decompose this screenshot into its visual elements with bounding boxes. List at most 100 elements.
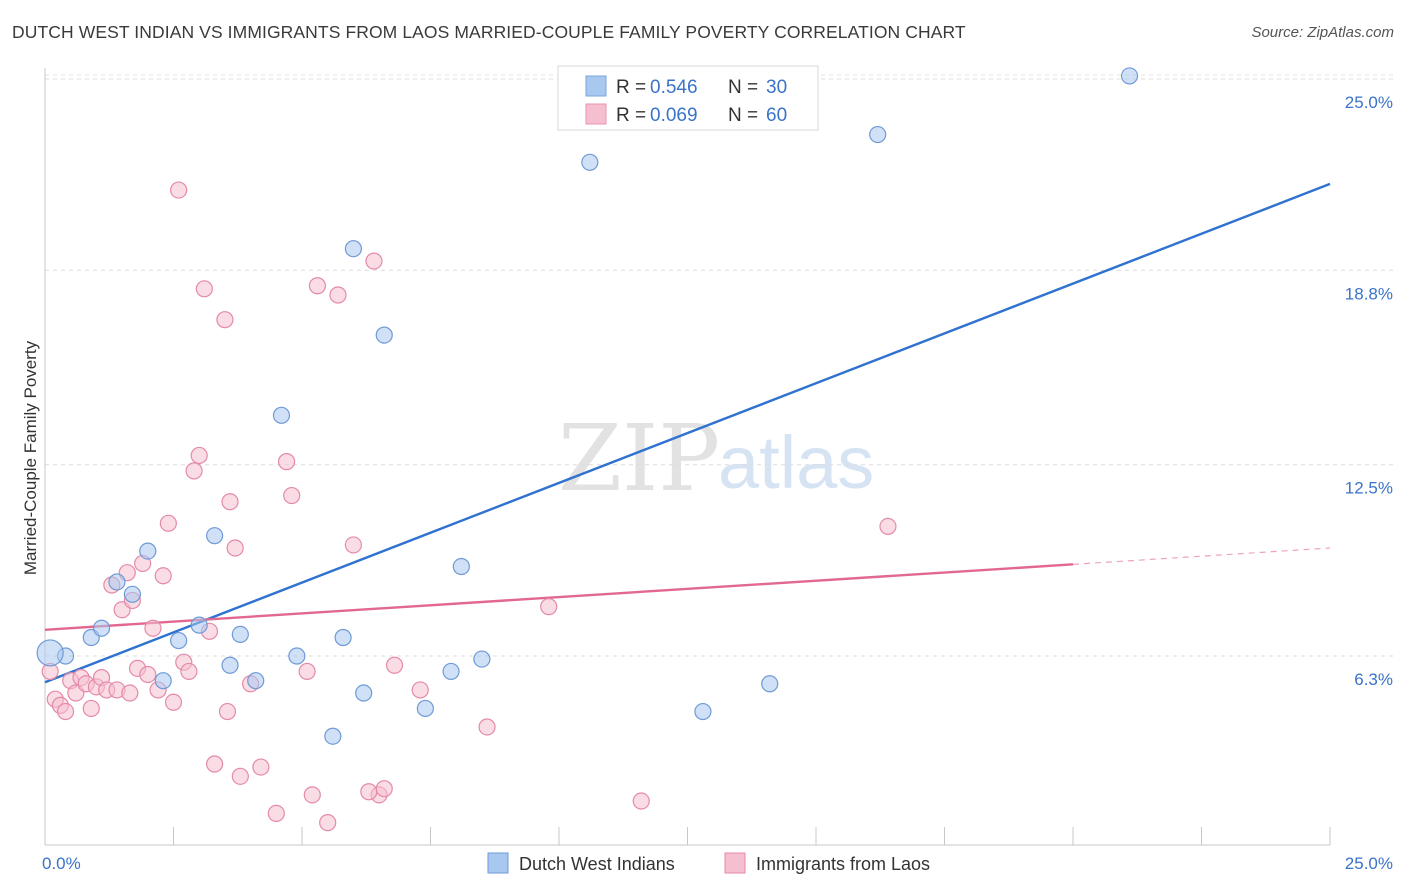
- point-immigrants-from-laos: [216, 311, 234, 329]
- point-dutch-west-indians: [344, 240, 362, 258]
- point-immigrants-from-laos: [283, 486, 301, 505]
- x-tick-label: 0.0%: [42, 854, 81, 873]
- legend-n-label: N =: [728, 105, 758, 126]
- trend-line-extension: [1072, 547, 1331, 565]
- point-dutch-west-indians: [206, 527, 224, 545]
- point-immigrants-from-laos: [344, 536, 362, 554]
- y-tick-label: 12.5%: [1345, 479, 1393, 498]
- point-dutch-west-indians: [581, 153, 599, 171]
- x-tick-label: 25.0%: [1345, 854, 1393, 873]
- point-dutch-west-indians: [355, 684, 373, 702]
- point-immigrants-from-laos: [164, 693, 183, 711]
- bottom-legend-label: Dutch West Indians: [519, 854, 675, 874]
- point-immigrants-from-laos: [478, 718, 496, 736]
- point-dutch-west-indians: [375, 326, 393, 344]
- point-immigrants-from-laos: [308, 277, 327, 295]
- point-immigrants-from-laos: [303, 786, 321, 804]
- point-immigrants-from-laos: [218, 702, 237, 721]
- bottom-legend-label: Immigrants from Laos: [756, 854, 930, 874]
- point-dutch-west-indians: [92, 619, 111, 637]
- bottom-legend-swatch: [487, 852, 509, 874]
- point-dutch-west-indians: [761, 675, 779, 693]
- watermark-zip: ZIP: [558, 405, 720, 512]
- data-points: [36, 67, 1139, 832]
- point-immigrants-from-laos: [298, 662, 316, 681]
- point-immigrants-from-laos: [195, 280, 213, 298]
- legend-r-label: R =: [616, 77, 646, 98]
- point-immigrants-from-laos: [879, 517, 897, 536]
- point-dutch-west-indians: [694, 702, 712, 721]
- point-dutch-west-indians: [247, 672, 265, 690]
- point-immigrants-from-laos: [139, 665, 157, 684]
- point-dutch-west-indians: [272, 406, 291, 424]
- point-immigrants-from-laos: [267, 804, 285, 822]
- point-immigrants-from-laos: [170, 181, 188, 199]
- point-immigrants-from-laos: [329, 286, 347, 304]
- point-immigrants-from-laos: [159, 514, 177, 532]
- point-dutch-west-indians: [221, 656, 239, 674]
- legend-swatch: [585, 103, 607, 125]
- y-tick-label: 25.0%: [1345, 93, 1393, 112]
- point-dutch-west-indians: [170, 631, 188, 650]
- point-dutch-west-indians: [108, 573, 126, 591]
- point-immigrants-from-laos: [221, 493, 239, 511]
- grid: [45, 74, 1395, 657]
- point-immigrants-from-laos: [121, 684, 139, 702]
- legend-r-value: 0.069: [650, 105, 698, 126]
- legend-r-value: 0.546: [650, 77, 698, 98]
- y-tick-label: 6.3%: [1354, 670, 1393, 689]
- point-dutch-west-indians: [288, 647, 306, 665]
- point-immigrants-from-laos: [82, 699, 100, 718]
- point-dutch-west-indians: [190, 616, 208, 634]
- trend-line-immigrants-from-laos: [44, 563, 1074, 631]
- y-tick-label: 18.8%: [1345, 284, 1393, 303]
- legend-n-value: 30: [766, 77, 787, 98]
- point-dutch-west-indians: [416, 699, 434, 718]
- point-immigrants-from-laos: [365, 252, 383, 270]
- point-dutch-west-indians: [324, 727, 342, 745]
- point-dutch-west-indians: [139, 542, 157, 560]
- point-immigrants-from-laos: [56, 702, 75, 721]
- axes: 6.3% 12.5% 18.8% 25.0% 0.0% 25.0%: [42, 68, 1393, 873]
- trend-line-dutch-west-indians: [44, 182, 1331, 684]
- point-immigrants-from-laos: [226, 539, 244, 557]
- chart-title: DUTCH WEST INDIAN VS IMMIGRANTS FROM LAO…: [12, 22, 966, 42]
- point-dutch-west-indians: [123, 585, 141, 603]
- y-axis-label: Married-Couple Family Poverty: [21, 340, 40, 575]
- point-immigrants-from-laos: [185, 462, 203, 480]
- legend-bottom: Dutch West Indians Immigrants from Laos: [487, 852, 930, 874]
- point-dutch-west-indians: [231, 625, 249, 644]
- point-immigrants-from-laos: [190, 446, 208, 465]
- point-dutch-west-indians: [473, 650, 491, 668]
- legend-n-label: N =: [728, 77, 758, 98]
- legend-r-label: R =: [616, 105, 646, 126]
- point-immigrants-from-laos: [252, 758, 270, 776]
- point-immigrants-from-laos: [632, 792, 650, 810]
- point-immigrants-from-laos: [206, 755, 224, 773]
- point-immigrants-from-laos: [360, 783, 378, 801]
- point-immigrants-from-laos: [154, 567, 172, 585]
- point-dutch-west-indians: [452, 557, 470, 576]
- point-immigrants-from-laos: [319, 814, 337, 832]
- point-dutch-west-indians: [36, 639, 64, 667]
- legend-top: R = 0.546 N = 30 R = 0.069 N = 60: [557, 65, 819, 131]
- point-immigrants-from-laos: [144, 619, 162, 637]
- point-immigrants-from-laos: [540, 598, 558, 616]
- point-immigrants-from-laos: [231, 767, 249, 785]
- point-dutch-west-indians: [334, 628, 352, 647]
- trend-lines: [44, 182, 1331, 684]
- watermark: ZIP atlas: [558, 405, 874, 512]
- point-immigrants-from-laos: [385, 656, 404, 674]
- point-immigrants-from-laos: [277, 453, 296, 471]
- watermark-atlas: atlas: [718, 421, 874, 504]
- point-immigrants-from-laos: [411, 681, 429, 699]
- source-label: Source: ZipAtlas.com: [1251, 24, 1394, 41]
- bottom-legend-swatch: [724, 852, 746, 874]
- legend-swatch: [585, 75, 607, 97]
- point-immigrants-from-laos: [180, 662, 198, 681]
- point-dutch-west-indians: [442, 662, 460, 681]
- point-dutch-west-indians: [154, 672, 172, 690]
- point-dutch-west-indians: [1120, 67, 1139, 85]
- point-dutch-west-indians: [869, 125, 887, 144]
